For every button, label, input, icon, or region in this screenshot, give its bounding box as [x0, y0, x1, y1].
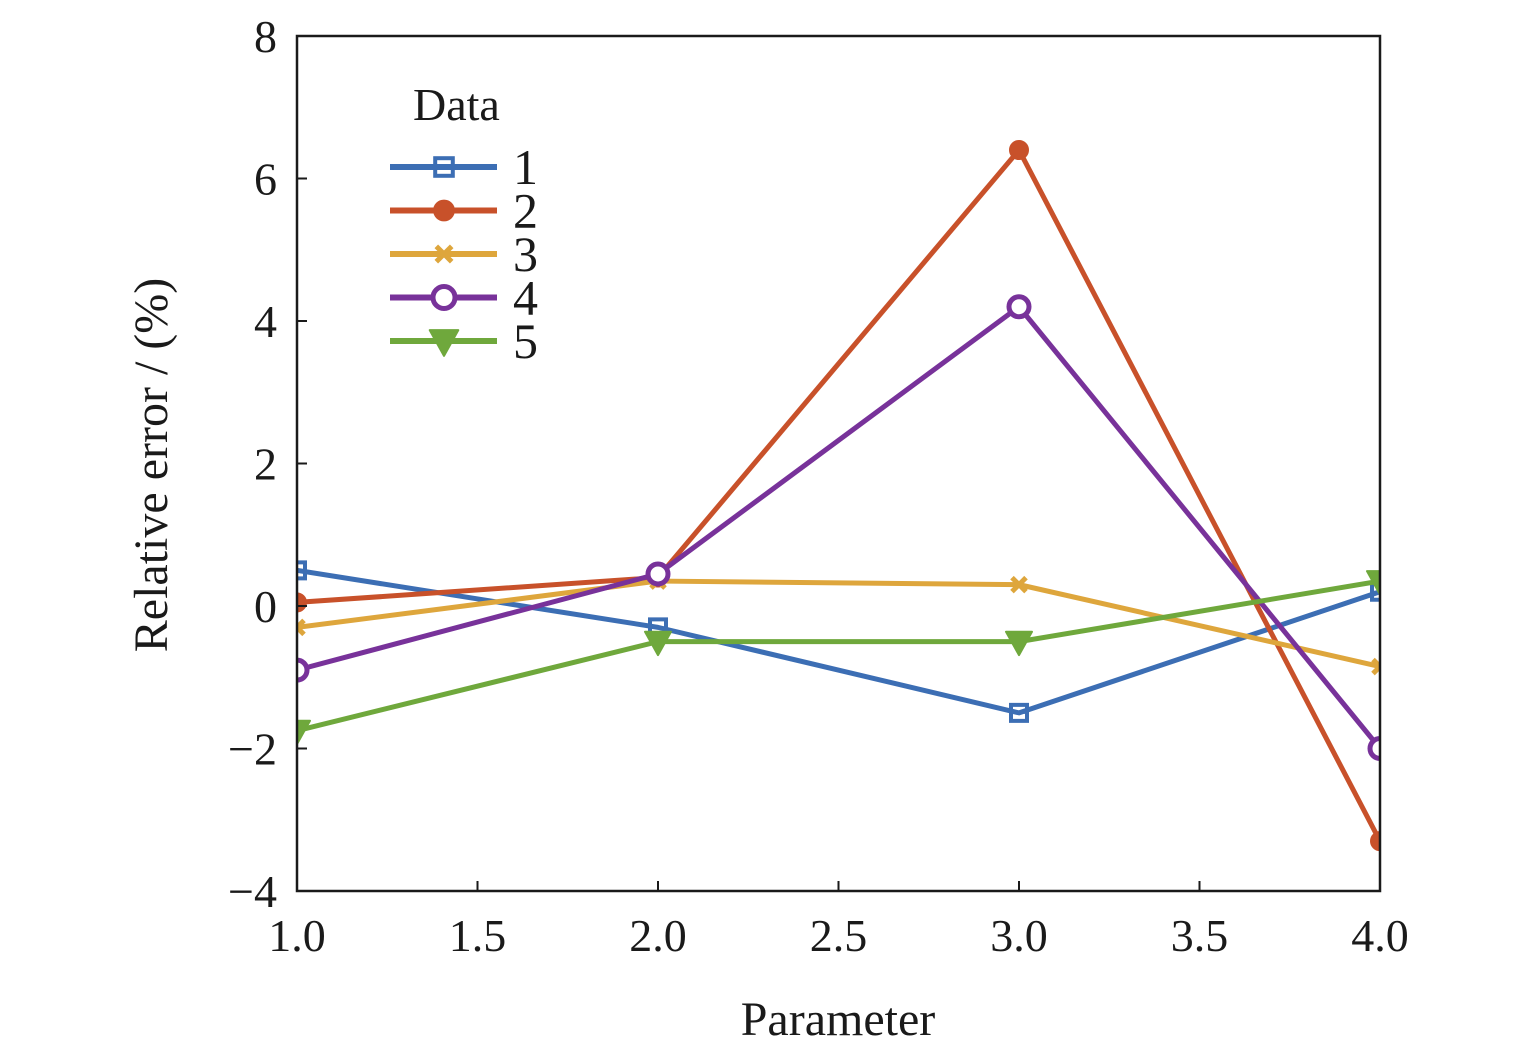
- series-2: [297, 140, 1380, 852]
- y-tick-label: 6: [254, 154, 277, 205]
- data-point-3: [1010, 575, 1028, 594]
- y-tick-label: 0: [254, 581, 277, 632]
- x-tick-label: 2.0: [629, 910, 687, 961]
- data-point-4: [297, 657, 310, 683]
- series-3: [297, 572, 1380, 676]
- data-point-4: [645, 561, 671, 587]
- data-point-4: [1006, 294, 1032, 320]
- y-tick-label: 4: [254, 296, 277, 347]
- y-tick-label: −2: [228, 724, 277, 775]
- ticks-layer: 1.0 1.5 2.0 2.5 3.0 3.5 4.0 −4 −2 0 2 4 6 8: [228, 11, 1409, 961]
- legend-label: 1: [513, 139, 538, 195]
- legend-entry-1: 1: [390, 139, 538, 195]
- x-tick-label: 3.0: [990, 910, 1048, 961]
- data-point-5: [297, 719, 311, 746]
- legend-entry-4: 4: [390, 270, 538, 326]
- series-line-4: [297, 304, 1380, 751]
- legend-entry-3: 3: [390, 226, 538, 282]
- series-line-3: [297, 578, 1380, 670]
- y-tick-label: −4: [228, 866, 277, 917]
- series-line-1: [297, 567, 1380, 716]
- legend-label: 4: [513, 270, 538, 326]
- x-tick-label: 3.5: [1171, 910, 1229, 961]
- data-point-1: [297, 560, 307, 581]
- x-tick-label: 1.5: [449, 910, 507, 961]
- data-point-1: [1009, 702, 1029, 723]
- legend-title: Data: [413, 79, 500, 130]
- x-axis-label: Parameter: [741, 993, 936, 1046]
- data-point-5: [1366, 570, 1380, 596]
- series-4: [297, 294, 1380, 761]
- x-tick-label: 1.0: [268, 910, 326, 961]
- legend-label: 2: [513, 183, 538, 239]
- series-layer: [297, 140, 1380, 852]
- y-tick-label: 8: [254, 11, 277, 62]
- legend-entry-2: 2: [390, 183, 538, 239]
- legend-marker: [430, 284, 458, 311]
- series-5: [297, 570, 1380, 746]
- legend-marker: [433, 199, 455, 222]
- legend-marker: [433, 156, 455, 178]
- data-point-3: [1371, 657, 1380, 676]
- legend-label: 5: [513, 313, 538, 369]
- legend-marker: [434, 244, 454, 264]
- series-1: [297, 560, 1380, 723]
- x-tick-label: 4.0: [1351, 910, 1409, 961]
- y-tick-label: 2: [254, 439, 277, 490]
- data-point-5: [1005, 630, 1033, 657]
- data-point-3: [297, 618, 306, 637]
- series-line-2: [297, 147, 1380, 843]
- data-point-1: [1370, 581, 1380, 602]
- data-point-4: [1367, 736, 1380, 761]
- legend-label: 3: [513, 226, 538, 282]
- legend-entry-5: 5: [390, 313, 538, 369]
- data-point-2: [1370, 831, 1380, 852]
- series-line-5: [297, 578, 1380, 734]
- legend-marker: [428, 329, 460, 357]
- data-point-2: [1009, 140, 1029, 160]
- x-tick-label: 2.5: [810, 910, 868, 961]
- y-axis-label: Relative error / (%): [125, 278, 178, 652]
- data-point-5: [644, 630, 672, 657]
